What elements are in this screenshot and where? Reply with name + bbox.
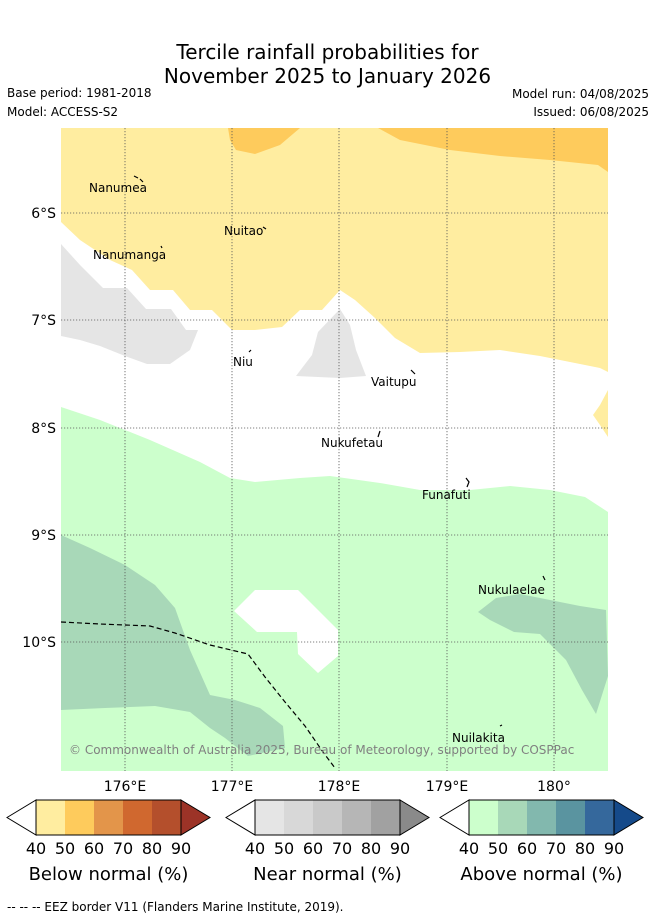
probability-fields — [61, 128, 608, 771]
issued-date: Issued: 06/08/2025 — [533, 105, 649, 119]
island-label-funafuti: Funafuti — [422, 488, 471, 502]
legend-value-label: 70 — [332, 839, 352, 858]
map-title: Tercile rainfall probabilities for Novem… — [0, 40, 655, 88]
above-normal-50-southwest-region — [61, 535, 285, 756]
legend-value-label: 80 — [142, 839, 162, 858]
y-tick-label: 8°S — [31, 421, 56, 437]
legend-value-label: 90 — [604, 839, 624, 858]
legend-title: Above normal (%) — [460, 864, 622, 885]
y-tick-label: 9°S — [31, 528, 56, 544]
legend-lower-extension — [6, 799, 37, 836]
legend-value-label: 40 — [245, 839, 265, 858]
y-tick-label: 10°S — [22, 635, 56, 651]
legend-frame — [468, 799, 615, 836]
island-label-niu: Niu — [233, 355, 253, 369]
legend-color-cell — [65, 800, 94, 835]
x-tick-label: 176°E — [104, 779, 147, 795]
title-line-1: Tercile rainfall probabilities for — [176, 40, 479, 64]
y-axis-tick-labels: 6°S 7°S 8°S 9°S 10°S — [22, 206, 56, 651]
legend-color-cell — [313, 800, 342, 835]
legend-color-cell — [123, 800, 152, 835]
legend-value-label: 60 — [517, 839, 537, 858]
model-name: Model: ACCESS-S2 — [7, 105, 119, 119]
legend-color-cell — [255, 800, 284, 835]
legend-value-label: 90 — [390, 839, 410, 858]
island-label-nuilakita: Nuilakita — [452, 731, 505, 745]
legend-value-label: 50 — [274, 839, 294, 858]
legend-value-label: 40 — [26, 839, 46, 858]
legend-color-cell — [94, 800, 123, 835]
below-normal-50-northeast-patch — [378, 128, 608, 172]
above-normal-50-southeast-region — [478, 594, 608, 714]
legend-frame — [254, 799, 401, 836]
legend-color-cell — [585, 800, 614, 835]
island-label-nuitao: Nuitao — [224, 224, 263, 238]
eez-border-line — [60, 621, 336, 769]
legend-color-cell — [527, 800, 556, 835]
legend-value-label: 50 — [55, 839, 75, 858]
legend-color-cell — [342, 800, 371, 835]
model-run: Model run: 04/08/2025 — [511, 87, 649, 101]
legend-value-label: 60 — [303, 839, 323, 858]
legend-color-cell — [284, 800, 313, 835]
legend-value-label: 50 — [488, 839, 508, 858]
legend-value-label: 80 — [575, 839, 595, 858]
below-normal-40-east-patch — [593, 390, 608, 437]
legend-upper-extension — [399, 799, 430, 836]
legend-value-label: 60 — [84, 839, 104, 858]
x-tick-label: 177°E — [211, 779, 254, 795]
y-tick-label: 7°S — [31, 313, 56, 329]
island-label-vaitupu: Vaitupu — [371, 375, 417, 389]
below-normal-50-north-patch — [228, 128, 300, 154]
island-labels: Nanumea Nuitao Nanumanga Niu Vaitupu Nuk… — [89, 181, 545, 745]
y-tick-label: 6°S — [31, 206, 56, 222]
island-label-nanumanga: Nanumanga — [93, 248, 166, 262]
x-tick-label: 179°E — [426, 779, 469, 795]
neutral-white-patch — [234, 590, 338, 673]
legend-value-label: 80 — [361, 839, 381, 858]
base-period: Base period: 1981-2018 — [7, 86, 152, 100]
legend-color-cell — [152, 800, 181, 835]
legend-upper-extension — [613, 799, 644, 836]
legend-lower-extension — [439, 799, 470, 836]
legend-value-label: 70 — [546, 839, 566, 858]
legend-title: Near normal (%) — [253, 864, 402, 885]
legend-below-normal: 40 50 60 70 80 90 Below normal (%) — [6, 799, 211, 885]
legend-value-label: 40 — [459, 839, 479, 858]
legend-color-cell — [556, 800, 585, 835]
legend-upper-extension — [180, 799, 211, 836]
near-normal-40-central-region — [296, 309, 366, 378]
near-normal-40-west-region — [61, 244, 198, 364]
island-markers — [133, 175, 546, 727]
island-label-nanumea: Nanumea — [89, 181, 147, 195]
x-axis-tick-labels: 176°E 177°E 178°E 179°E 180° — [104, 779, 571, 795]
legend-near-normal: 40 50 60 70 80 90 Near normal (%) — [225, 799, 430, 885]
x-tick-label: 180° — [537, 779, 571, 795]
color-legends: 40 50 60 70 80 90 Below normal (%) 40 50 60 70 80 90… — [6, 799, 644, 885]
legend-above-normal: 40 50 60 70 80 90 Above normal (%) — [439, 799, 644, 885]
legend-color-cell — [371, 800, 400, 835]
grid-lines — [61, 128, 608, 771]
legend-value-label: 70 — [113, 839, 133, 858]
legend-color-cell — [469, 800, 498, 835]
legend-color-cell — [498, 800, 527, 835]
island-label-nukulaelae: Nukulaelae — [478, 583, 545, 597]
title-line-2: November 2025 to January 2026 — [163, 64, 492, 88]
legend-value-label: 90 — [171, 839, 191, 858]
legend-title: Below normal (%) — [29, 864, 189, 885]
copyright-notice: © Commonwealth of Australia 2025, Bureau… — [69, 743, 574, 757]
island-label-nukufetau: Nukufetau — [321, 436, 383, 450]
legend-color-cell — [36, 800, 65, 835]
below-normal-40-region — [61, 128, 608, 372]
legend-frame — [35, 799, 182, 836]
eez-footnote: -- -- -- EEZ border V11 (Flanders Marine… — [7, 900, 344, 914]
x-tick-label: 178°E — [318, 779, 361, 795]
legend-lower-extension — [225, 799, 256, 836]
